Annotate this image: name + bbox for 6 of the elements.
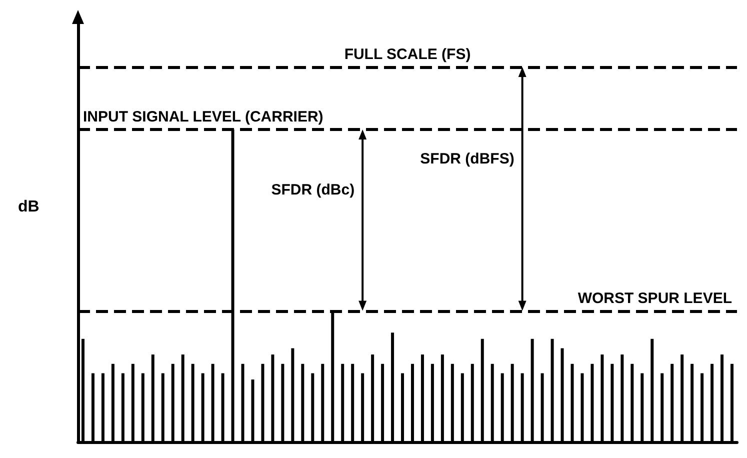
annotation: SFDR (dBc) <box>271 182 355 199</box>
ref-line-label: FULL SCALE (FS) <box>344 46 471 63</box>
ref-line-label: WORST SPUR LEVEL <box>578 290 732 307</box>
y-axis-title: dB <box>18 198 40 216</box>
annotation: SFDR (dBFS) <box>420 150 514 168</box>
ref-line-label: INPUT SIGNAL LEVEL (CARRIER) <box>83 108 324 126</box>
